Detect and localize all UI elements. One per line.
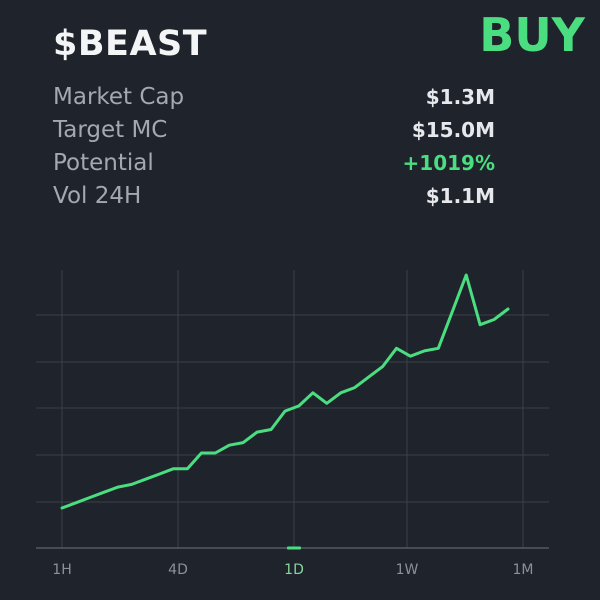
market-cap-label: Market Cap <box>53 83 185 110</box>
price-line <box>60 273 510 510</box>
stat-row-target-mc: Target MC $15.0M <box>53 113 495 146</box>
potential-label: Potential <box>53 149 154 176</box>
stat-row-market-cap: Market Cap $1.3M <box>53 80 495 113</box>
stat-row-potential: Potential +1019% <box>53 146 495 179</box>
x-tick-label[interactable]: 1W <box>396 562 419 578</box>
market-cap-value: $1.3M <box>425 84 495 109</box>
x-tick-label[interactable]: 1D <box>284 562 304 578</box>
target-mc-value: $15.0M <box>411 117 495 142</box>
token-ticker: $BEAST <box>53 24 208 64</box>
stats-panel: Market Cap $1.3M Target MC $15.0M Potent… <box>53 80 495 212</box>
potential-value: +1019% <box>402 150 495 175</box>
stat-row-volume: Vol 24H $1.1M <box>53 179 495 212</box>
target-mc-label: Target MC <box>53 116 168 143</box>
volume-value: $1.1M <box>425 183 495 208</box>
volume-label: Vol 24H <box>53 182 142 209</box>
x-tick-label[interactable]: 4D <box>168 562 188 578</box>
buy-button[interactable]: BUY <box>479 8 585 62</box>
x-tick-label[interactable]: 1M <box>513 562 534 578</box>
x-tick-label[interactable]: 1H <box>52 562 71 578</box>
active-tick-indicator <box>287 546 301 550</box>
price-chart: 1H 4D 1D 1W 1M <box>36 270 549 578</box>
